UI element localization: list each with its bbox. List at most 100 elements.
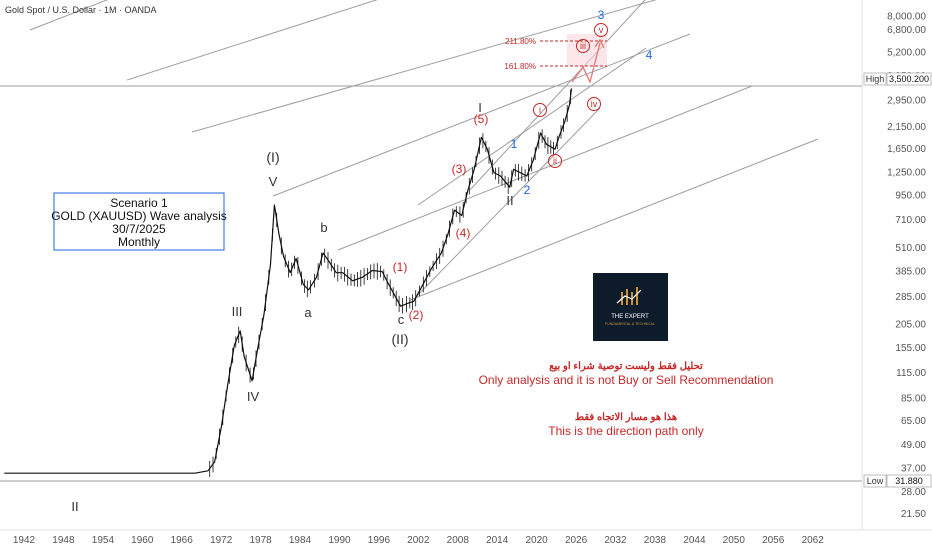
wave-label-I: I bbox=[478, 100, 482, 115]
wave-circle-iii bbox=[576, 39, 590, 53]
info-box-line-2: GOLD (XAUUSD) Wave analysis bbox=[51, 209, 227, 223]
wave-label-iv: iv bbox=[591, 99, 598, 109]
high-badge-label: High bbox=[866, 74, 885, 84]
price-tick-label: 950.00 bbox=[895, 191, 926, 202]
wave-label-2-paren: (2) bbox=[409, 308, 424, 322]
disclaimer-arabic-1: تحليل فقط وليست توصية شراء او بيع bbox=[549, 361, 703, 372]
wave-circle-v bbox=[594, 23, 608, 37]
wave-label-2-blue: 2 bbox=[524, 183, 531, 197]
wave-label-b: b bbox=[320, 220, 327, 235]
channel-line-8 bbox=[469, 0, 646, 191]
wave-label-3-paren: (3) bbox=[452, 162, 467, 176]
high-badge-value: 3,500.200 bbox=[889, 74, 929, 84]
wave-label-ii: ii bbox=[553, 156, 557, 166]
time-tick-label: 2014 bbox=[486, 535, 509, 546]
wave-label-v: v bbox=[599, 25, 604, 35]
price-tick-label: 8,000.00 bbox=[887, 12, 926, 23]
low-badge-value: 31.880 bbox=[895, 476, 923, 486]
time-tick-label: 2002 bbox=[407, 535, 430, 546]
projected-path bbox=[571, 38, 605, 84]
time-tick-label: 2044 bbox=[683, 535, 706, 546]
low-badge-value-frame bbox=[886, 474, 932, 488]
channel-line-5 bbox=[337, 85, 753, 251]
wave-circle-iv bbox=[587, 97, 601, 111]
wave-label-3-blue: 3 bbox=[598, 8, 605, 22]
price-wicks bbox=[209, 89, 571, 477]
wave-circle-ii bbox=[548, 154, 562, 168]
price-tick-label: 510.00 bbox=[895, 243, 926, 254]
wave-label-IV: IV bbox=[247, 389, 260, 404]
wave-label-II-cycle: II bbox=[71, 499, 78, 514]
channel-line-1 bbox=[29, 0, 109, 31]
fib-161-label: 161.80% bbox=[504, 62, 536, 71]
price-tick-label: 85.00 bbox=[901, 394, 926, 405]
price-tick-label: 21.50 bbox=[901, 509, 926, 520]
wave-label-II: II bbox=[506, 193, 513, 208]
wave-label-I-paren: (I) bbox=[266, 149, 279, 165]
logo-subtext: FUNDAMENTAL & TECHNICAL bbox=[605, 322, 655, 326]
projected-path-arrow bbox=[594, 38, 605, 49]
price-tick-label: 6,800.00 bbox=[887, 25, 926, 36]
price-tick-label: 385.00 bbox=[895, 267, 926, 278]
disclaimer-arabic-2: هذا هو مسار الاتجاه فقط bbox=[575, 412, 677, 423]
wave-label-V: V bbox=[269, 174, 278, 189]
chart-title: Gold Spot / U.S. Dollar · 1M · OANDA bbox=[5, 5, 157, 15]
time-tick-label: 2062 bbox=[802, 535, 825, 546]
time-tick-label: 1990 bbox=[328, 535, 351, 546]
wave-label-II-paren: (II) bbox=[391, 331, 408, 347]
time-tick-label: 1948 bbox=[52, 535, 75, 546]
info-box-line-1: Scenario 1 bbox=[110, 196, 168, 210]
price-tick-label: 710.00 bbox=[895, 215, 926, 226]
wave-label-c: c bbox=[398, 312, 405, 327]
price-tick-label: 1,250.00 bbox=[887, 168, 926, 179]
wave-label-III: III bbox=[232, 304, 243, 319]
wave-label-a: a bbox=[304, 305, 312, 320]
channel-line-2 bbox=[126, 0, 378, 81]
low-badge-label: Low bbox=[867, 476, 884, 486]
logo-arrow-icon bbox=[616, 289, 642, 304]
channel-line-7 bbox=[417, 47, 647, 206]
price-tick-label: 285.00 bbox=[895, 292, 926, 303]
high-badge-value-frame bbox=[886, 72, 932, 86]
channel-line-4 bbox=[272, 33, 691, 197]
time-tick-label: 2050 bbox=[723, 535, 746, 546]
time-tick-label: 1954 bbox=[92, 535, 115, 546]
trend-channels bbox=[29, 0, 819, 301]
wave-labels: II III IV V (I) (II) a b c I II (1) (2) … bbox=[71, 8, 652, 514]
wave-label-1-blue: 1 bbox=[511, 137, 518, 151]
time-tick-label: 2038 bbox=[644, 535, 667, 546]
disclaimer: تحليل فقط وليست توصية شراء او بيع Only a… bbox=[479, 361, 774, 438]
time-axis[interactable]: 1942 1948 1954 1960 1966 1972 1978 1984 1990 1996… bbox=[13, 535, 824, 546]
price-tick-label: 65.00 bbox=[901, 416, 926, 427]
price-series-line bbox=[4, 88, 573, 474]
high-badge-label-frame bbox=[863, 72, 887, 86]
high-badge: High 3,500.200 bbox=[863, 72, 932, 86]
price-tick-label: 28.00 bbox=[901, 487, 926, 498]
price-tick-label: 2,150.00 bbox=[887, 122, 926, 133]
time-tick-label: 2032 bbox=[604, 535, 627, 546]
time-tick-label: 1942 bbox=[13, 535, 36, 546]
price-tick-label: 49.00 bbox=[901, 440, 926, 451]
price-tick-label: 2,950.00 bbox=[887, 95, 926, 106]
info-box: Scenario 1 GOLD (XAUUSD) Wave analysis 3… bbox=[51, 192, 227, 251]
time-tick-label: 1960 bbox=[131, 535, 154, 546]
wave-label-1-paren: (1) bbox=[393, 260, 408, 274]
time-tick-label: 1978 bbox=[249, 535, 272, 546]
disclaimer-english-1: Only analysis and it is not Buy or Sell … bbox=[479, 373, 774, 387]
wave-circle-i bbox=[533, 103, 547, 117]
the-expert-logo: THE EXPERT FUNDAMENTAL & TECHNICAL bbox=[593, 273, 668, 341]
time-tick-label: 1984 bbox=[289, 535, 312, 546]
channel-line-9 bbox=[414, 107, 601, 299]
time-tick-label: 2020 bbox=[525, 535, 548, 546]
price-tick-label: 1,650.00 bbox=[887, 144, 926, 155]
channel-line-6 bbox=[409, 138, 819, 301]
info-box-line-3: 30/7/2025 bbox=[112, 222, 166, 236]
price-tick-label: 37.00 bbox=[901, 464, 926, 475]
channel-line-3 bbox=[191, 0, 657, 133]
time-tick-label: 1996 bbox=[368, 535, 391, 546]
wave-label-4-paren: (4) bbox=[456, 226, 471, 240]
time-tick-label: 2008 bbox=[447, 535, 470, 546]
wave-label-i: i bbox=[539, 105, 541, 115]
